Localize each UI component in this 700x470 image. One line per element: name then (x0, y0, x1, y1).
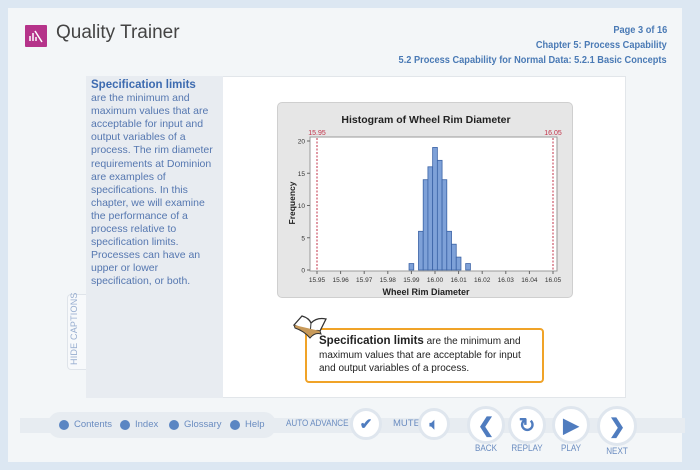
caption-text: are the minimum and maximum values that … (91, 92, 213, 288)
caption-term: Specification limits (91, 79, 196, 91)
x-tick-label: 16.03 (498, 277, 515, 284)
x-tick-label: 15.96 (332, 277, 349, 284)
histogram-bar (432, 147, 438, 271)
chevron-right-icon: ❯ (608, 415, 626, 438)
definition-callout: Specification limits are the minimum and… (305, 328, 544, 383)
spec-limit-label: 16.05 (544, 130, 562, 137)
x-tick-label: 16.00 (427, 277, 444, 284)
help-bullet-icon (230, 419, 240, 430)
histogram-bar (422, 179, 429, 271)
x-tick-label: 15.95 (309, 277, 326, 284)
y-tick-label: 20 (298, 139, 306, 146)
x-tick-label: 16.05 (545, 277, 562, 284)
index-link[interactable]: Index (120, 419, 158, 430)
section-title: 5.2 Process Capability for Normal Data: … (398, 54, 667, 66)
y-axis-label: Frequency (287, 181, 297, 224)
captions-panel: Specification limits are the minimum and… (86, 76, 223, 398)
glossary-link[interactable]: Glossary (169, 419, 221, 430)
back-button[interactable]: ❮ (467, 406, 505, 444)
x-tick-label: 15.97 (356, 277, 373, 284)
contents-bullet-icon (59, 419, 69, 430)
index-label: Index (135, 419, 159, 430)
histogram-bar (455, 256, 462, 271)
histogram-bar (427, 166, 434, 271)
x-tick-label: 15.99 (403, 277, 420, 284)
replay-button[interactable]: ↻ (508, 406, 546, 444)
contents-link[interactable]: Contents (59, 419, 112, 430)
replay-icon: ↻ (518, 414, 536, 437)
chart-title: Histogram of Wheel Rim Diameter (341, 114, 510, 126)
callout-term: Specification limits (319, 335, 424, 347)
callout-text: are the minimum and maximum values that … (319, 336, 521, 374)
glossary-label: Glossary (184, 419, 222, 430)
replay-label: REPLAY (511, 443, 543, 454)
histogram-bar (451, 243, 457, 271)
x-axis-label: Wheel Rim Diameter (382, 287, 470, 297)
y-tick-label: 0 (301, 268, 305, 275)
x-tick-label: 16.04 (521, 277, 538, 284)
next-button[interactable]: ❯ (597, 406, 637, 446)
check-icon: ✔ (359, 416, 373, 433)
glossary-bullet-icon (169, 419, 179, 430)
y-tick-label: 10 (298, 203, 306, 210)
auto-advance-label: AUTO ADVANCE (286, 418, 349, 429)
histogram-bar (418, 230, 424, 271)
app-title: Quality Trainer (56, 22, 180, 43)
play-label: PLAY (560, 443, 582, 454)
y-tick-label: 15 (298, 171, 306, 178)
help-label: Help (245, 419, 265, 430)
help-link[interactable]: Help (230, 419, 265, 430)
play-button[interactable]: ▶ (552, 406, 590, 444)
index-bullet-icon (120, 419, 130, 430)
back-label: BACK (475, 443, 497, 454)
histogram-bar (441, 179, 448, 271)
contents-label: Contents (74, 419, 113, 430)
histogram-bar (446, 230, 452, 271)
x-tick-label: 16.01 (450, 277, 467, 284)
x-tick-label: 15.98 (380, 277, 397, 284)
app-logo (25, 25, 47, 47)
next-label: NEXT (606, 446, 628, 457)
mute-label: MUTE (393, 418, 420, 429)
chapter-title: Chapter 5: Process Capability (536, 39, 667, 51)
histogram-chart: Histogram of Wheel Rim Diameter Wheel Ri… (287, 114, 562, 297)
histogram-panel: Histogram of Wheel Rim Diameter Wheel Ri… (277, 102, 573, 298)
histogram-bar (408, 263, 415, 271)
histogram-bar (465, 263, 471, 271)
mute-button[interactable]: 🔈︎ (418, 408, 450, 440)
auto-advance-toggle[interactable]: ✔ (350, 408, 382, 440)
hide-captions-tab[interactable]: HIDE CAPTIONS (67, 292, 86, 370)
hide-captions-label: HIDE CAPTIONS (69, 292, 79, 365)
x-tick-label: 16.02 (474, 277, 491, 284)
speaker-icon: 🔈︎ (429, 415, 439, 433)
histogram-bar (436, 159, 443, 271)
play-icon: ▶ (563, 414, 579, 437)
page-indicator: Page 3 of 16 (613, 24, 667, 36)
y-tick-label: 5 (301, 235, 305, 242)
chevron-left-icon: ❮ (477, 414, 495, 437)
book-icon (292, 315, 327, 339)
spec-limit-label: 15.95 (308, 130, 326, 137)
